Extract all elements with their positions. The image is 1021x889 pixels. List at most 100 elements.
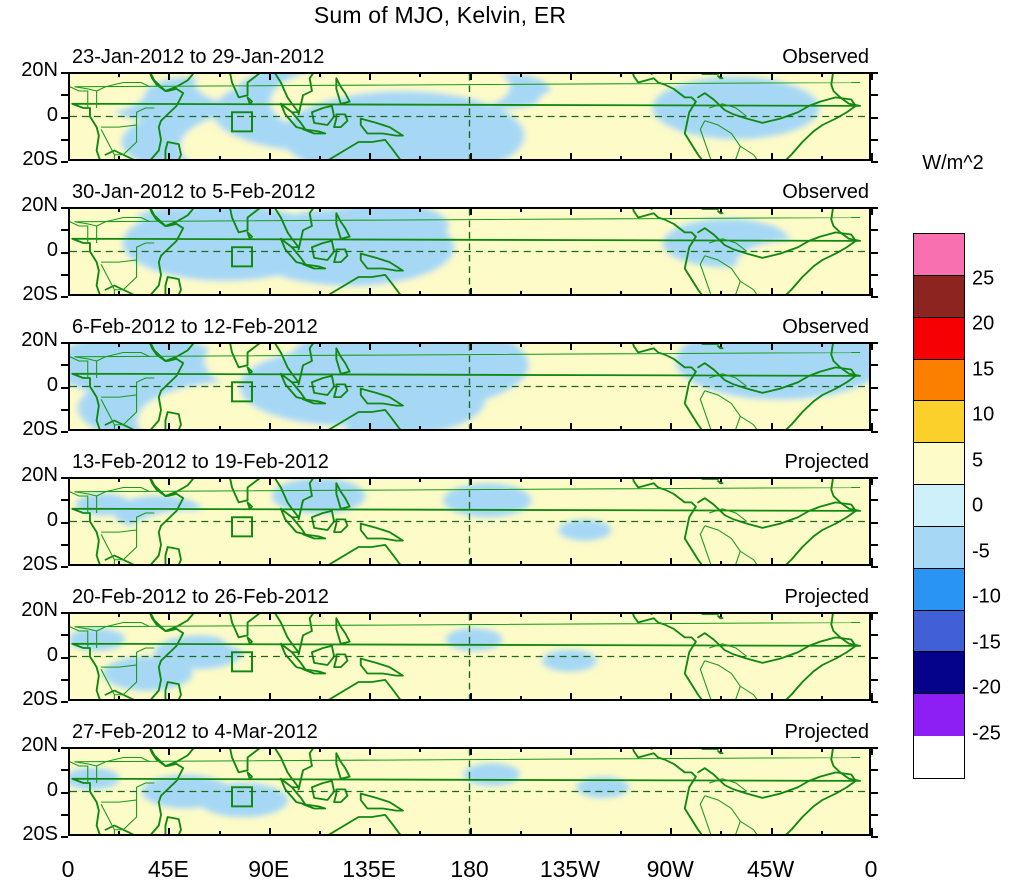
panel-title-1: 23-Jan-2012 to 29-Jan-2012 [72,46,325,68]
x-tick [469,612,472,620]
x-tick [820,747,823,752]
y-tick [61,477,68,479]
x-tick [369,747,372,755]
y-axis-label-4-20N: 20N [21,464,58,486]
x-tick [68,828,70,836]
y-tick [871,273,878,276]
x-tick [419,561,422,566]
x-tick [168,288,171,296]
x-tick [318,561,321,566]
x-tick [268,72,271,80]
x-tick [68,747,70,755]
y-axis-label-2-20N: 20N [21,194,58,216]
y-tick [61,207,68,209]
y-tick [61,431,68,433]
y-axis-label-6-20S: 20S [22,823,58,845]
x-tick [218,696,221,701]
colorbar-tick--5: -5 [972,540,990,562]
x-tick [118,831,121,836]
x-tick [469,477,472,485]
x-tick [469,153,472,161]
x-tick [871,342,873,350]
x-tick [871,477,873,485]
x-tick [469,423,472,431]
x-tick [720,291,723,296]
x-tick [820,696,823,701]
x-tick [720,831,723,836]
x-tick [68,207,70,215]
x-axis-label-0: 0 [864,856,878,882]
colorbar-tick-25: 25 [972,267,995,289]
x-tick [419,291,422,296]
y-tick [871,251,878,254]
x-tick [318,207,321,212]
y-tick [61,701,68,703]
x-tick [670,342,673,350]
x-tick [670,558,673,566]
colorbar-band-5 [914,443,964,486]
x-tick [820,426,823,431]
panel-title-5: 20-Feb-2012 to 26-Feb-2012 [72,586,329,608]
colorbar-band-4 [914,401,964,444]
x-tick [419,426,422,431]
panel-status-1: Observed [782,46,869,68]
x-tick [419,831,422,836]
y-tick [61,72,68,74]
x-tick [419,612,422,617]
x-tick [770,288,773,296]
y-tick [871,116,878,119]
y-tick [871,431,878,433]
y-tick [871,656,878,659]
x-axis-label-0: 0 [61,856,75,882]
y-tick [871,499,878,502]
y-tick [871,612,878,614]
x-tick [670,153,673,161]
y-axis-label-1-20N: 20N [21,59,58,81]
x-tick [469,342,472,350]
y-tick [61,273,68,276]
x-tick [770,153,773,161]
y-tick [61,813,68,816]
x-tick [569,342,572,350]
colorbar-band-0 [914,234,964,276]
y-tick [871,477,878,479]
panel-title-3: 6-Feb-2012 to 12-Feb-2012 [72,316,318,338]
x-tick [118,156,121,161]
x-tick [770,828,773,836]
x-tick [218,831,221,836]
x-tick [871,423,873,431]
panel-title-6: 27-Feb-2012 to 4-Mar-2012 [72,721,318,743]
colorbar-band-2 [914,317,964,360]
panel-status-3: Observed [782,316,869,338]
x-tick [118,477,121,482]
y-tick [871,791,878,794]
x-tick [218,291,221,296]
panel-status-4: Projected [784,451,870,473]
x-tick [569,153,572,161]
y-tick [871,566,878,568]
y-tick [61,499,68,502]
x-tick [620,831,623,836]
y-tick [61,296,68,298]
x-tick [620,426,623,431]
y-axis-label-5-20N: 20N [21,599,58,621]
x-tick [218,342,221,347]
x-tick [770,747,773,755]
x-tick [168,747,171,755]
x-tick [218,747,221,752]
x-tick [68,342,70,350]
colorbar-band-8 [914,568,964,611]
y-tick [61,612,68,614]
colorbar-tick-5: 5 [972,449,984,471]
colorbar-unit-label: W/m^2 [922,152,984,174]
x-tick [620,156,623,161]
y-tick [871,296,878,298]
x-tick [519,156,522,161]
x-tick [168,828,171,836]
x-tick [218,561,221,566]
x-tick [519,831,522,836]
y-tick [871,161,878,163]
x-tick [218,207,221,212]
y-axis-label-4-20S: 20S [22,553,58,575]
y-tick [871,207,878,209]
